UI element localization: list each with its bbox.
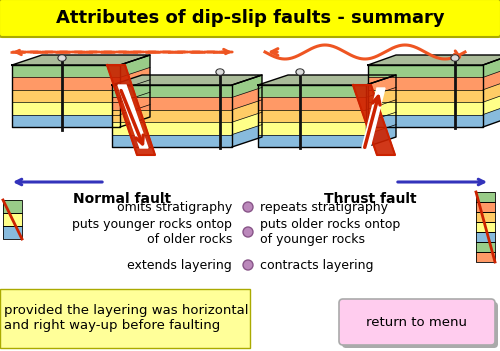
Polygon shape [258,134,366,147]
Text: Thrust fault: Thrust fault [324,192,416,206]
Text: return to menu: return to menu [366,316,468,329]
Polygon shape [366,75,396,97]
Polygon shape [3,226,22,239]
Polygon shape [12,102,120,114]
Polygon shape [3,213,22,226]
Polygon shape [353,85,395,155]
Text: Normal fault: Normal fault [73,192,171,206]
Polygon shape [232,75,262,97]
Polygon shape [3,200,22,213]
Polygon shape [12,55,150,65]
Polygon shape [368,114,483,127]
Polygon shape [258,97,366,110]
Polygon shape [483,55,500,78]
Polygon shape [258,110,366,122]
Polygon shape [476,212,495,222]
Polygon shape [12,78,120,90]
Polygon shape [232,100,262,122]
Polygon shape [366,100,396,122]
Polygon shape [120,105,150,127]
Circle shape [243,227,253,237]
Ellipse shape [216,69,224,75]
Ellipse shape [452,56,458,60]
Ellipse shape [58,55,66,61]
Polygon shape [12,90,120,102]
Polygon shape [120,80,150,102]
Polygon shape [368,90,483,102]
Polygon shape [107,65,155,155]
Polygon shape [258,75,396,85]
Polygon shape [483,92,500,114]
Polygon shape [112,75,262,85]
Polygon shape [366,112,396,134]
Polygon shape [120,67,150,90]
Polygon shape [368,102,483,114]
Text: contracts layering: contracts layering [260,258,374,272]
Polygon shape [12,114,120,127]
Polygon shape [476,232,495,242]
Polygon shape [258,85,366,97]
FancyBboxPatch shape [342,302,498,348]
Ellipse shape [217,70,223,74]
Ellipse shape [451,55,459,61]
Circle shape [243,202,253,212]
Polygon shape [118,85,148,148]
Ellipse shape [59,56,65,60]
Polygon shape [366,125,396,147]
Polygon shape [232,125,262,147]
Polygon shape [112,122,232,134]
Polygon shape [483,67,500,90]
Polygon shape [120,55,150,78]
Text: omits stratigraphy: omits stratigraphy [117,200,232,213]
Polygon shape [112,85,232,97]
Ellipse shape [297,70,303,74]
Text: Attributes of dip-slip faults - summary: Attributes of dip-slip faults - summary [56,9,444,27]
Polygon shape [12,65,120,78]
FancyBboxPatch shape [0,289,250,348]
Polygon shape [476,242,495,252]
Polygon shape [368,65,483,78]
Polygon shape [476,192,495,202]
Polygon shape [483,105,500,127]
FancyBboxPatch shape [339,299,495,345]
Polygon shape [112,97,232,110]
Circle shape [243,260,253,270]
Polygon shape [476,252,495,262]
Polygon shape [112,134,232,147]
Text: puts older rocks ontop
of younger rocks: puts older rocks ontop of younger rocks [260,218,400,246]
Polygon shape [476,202,495,212]
Text: provided the layering was horizontal
and right way-up before faulting: provided the layering was horizontal and… [4,304,248,332]
Text: extends layering: extends layering [127,258,232,272]
Polygon shape [120,92,150,114]
Polygon shape [368,55,500,65]
Polygon shape [368,78,483,90]
FancyBboxPatch shape [0,0,500,37]
Text: repeats stratigraphy: repeats stratigraphy [260,200,388,213]
Polygon shape [258,122,366,134]
Polygon shape [362,88,385,148]
Ellipse shape [296,69,304,75]
Polygon shape [476,222,495,232]
Polygon shape [366,87,396,110]
Polygon shape [483,80,500,102]
Text: puts younger rocks ontop
of older rocks: puts younger rocks ontop of older rocks [72,218,232,246]
Polygon shape [232,87,262,110]
Polygon shape [232,112,262,134]
Polygon shape [112,110,232,122]
